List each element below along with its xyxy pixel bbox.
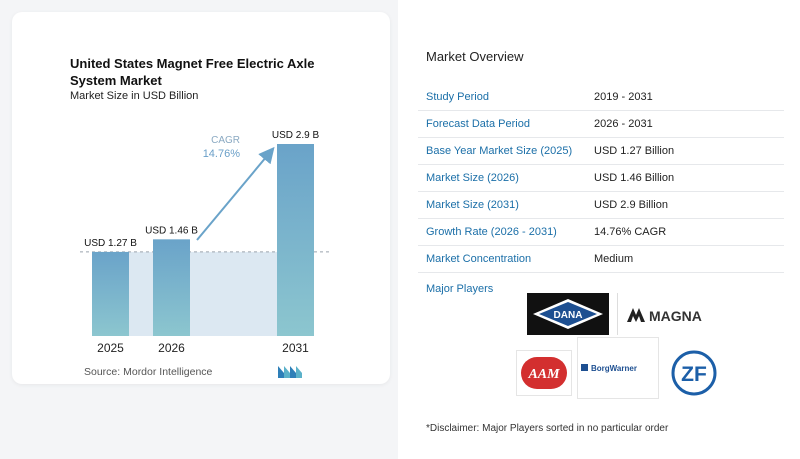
magna-logo: MAGNA — [624, 298, 720, 330]
chart-subtitle: Market Size in USD Billion — [70, 90, 199, 102]
row-key: Forecast Data Period — [426, 118, 530, 130]
row-value: USD 2.9 Billion — [594, 199, 668, 211]
chart-title: United States Magnet Free Electric Axle … — [70, 56, 315, 88]
row-key: Base Year Market Size (2025) — [426, 145, 573, 157]
row-value: 2026 - 2031 — [594, 118, 653, 130]
mordor-intelligence-logo — [278, 366, 302, 378]
overview-row-size-2026: Market Size (2026) USD 1.46 Billion — [418, 165, 784, 192]
cagr-arrow — [196, 146, 275, 241]
zf-logo: ZF — [666, 350, 722, 396]
x-tick-2026: 2026 — [158, 341, 185, 355]
x-tick-2025: 2025 — [97, 341, 124, 355]
overview-row-growth-rate: Growth Rate (2026 - 2031) 14.76% CAGR — [418, 219, 784, 246]
magna-logo-text: MAGNA — [649, 308, 702, 324]
overview-row-concentration: Market Concentration Medium — [418, 246, 784, 273]
row-value: 14.76% CAGR — [594, 226, 667, 238]
row-key: Market Concentration — [426, 253, 532, 265]
disclaimer-text: *Disclaimer: Major Players sorted in no … — [426, 423, 669, 434]
row-key: Study Period — [426, 91, 489, 103]
dana-logo-text: DANA — [554, 310, 583, 321]
bar-2026 — [153, 239, 190, 336]
bar-2025 — [92, 251, 129, 336]
overview-row-size-2031: Market Size (2031) USD 2.9 Billion — [418, 192, 784, 219]
row-value: 2019 - 2031 — [594, 91, 653, 103]
x-tick-2031: 2031 — [282, 341, 309, 355]
row-value: Medium — [594, 253, 634, 265]
borgwarner-logo-text: BorgWarner — [591, 364, 637, 373]
row-value: USD 1.27 Billion — [594, 145, 675, 157]
borgwarner-logo: BorgWarner — [577, 337, 659, 399]
overview-row-base-year-size: Base Year Market Size (2025) USD 1.27 Bi… — [418, 138, 784, 165]
bar-2031 — [277, 144, 314, 336]
source-text: Source: Mordor Intelligence — [84, 366, 213, 378]
overview-title: Market Overview — [426, 49, 524, 64]
logo-divider — [617, 293, 618, 335]
cagr-value: 14.76% — [203, 148, 241, 160]
major-players-label: Major Players — [426, 283, 494, 295]
data-label-2025: USD 1.27 B — [84, 238, 137, 249]
cagr-label: CAGR — [211, 135, 240, 146]
data-label-2031: USD 2.9 B — [272, 130, 320, 141]
dana-logo: DANA — [527, 293, 609, 335]
row-value: USD 1.46 Billion — [594, 172, 675, 184]
aam-logo-text: AAM — [527, 367, 560, 382]
row-key: Growth Rate (2026 - 2031) — [426, 226, 557, 238]
aam-logo: AAM — [516, 350, 572, 396]
overview-row-forecast-period: Forecast Data Period 2026 - 2031 — [418, 111, 784, 138]
base-value-area — [129, 251, 277, 336]
row-key: Market Size (2031) — [426, 199, 519, 211]
row-key: Market Size (2026) — [426, 172, 519, 184]
data-label-2026: USD 1.46 B — [145, 225, 198, 236]
zf-logo-text: ZF — [681, 363, 707, 386]
overview-row-study-period: Study Period 2019 - 2031 — [418, 84, 784, 111]
bar-chart: USD 1.27 B 2025 USD 1.46 B 2026 USD 2.9 B 203… — [80, 130, 330, 355]
